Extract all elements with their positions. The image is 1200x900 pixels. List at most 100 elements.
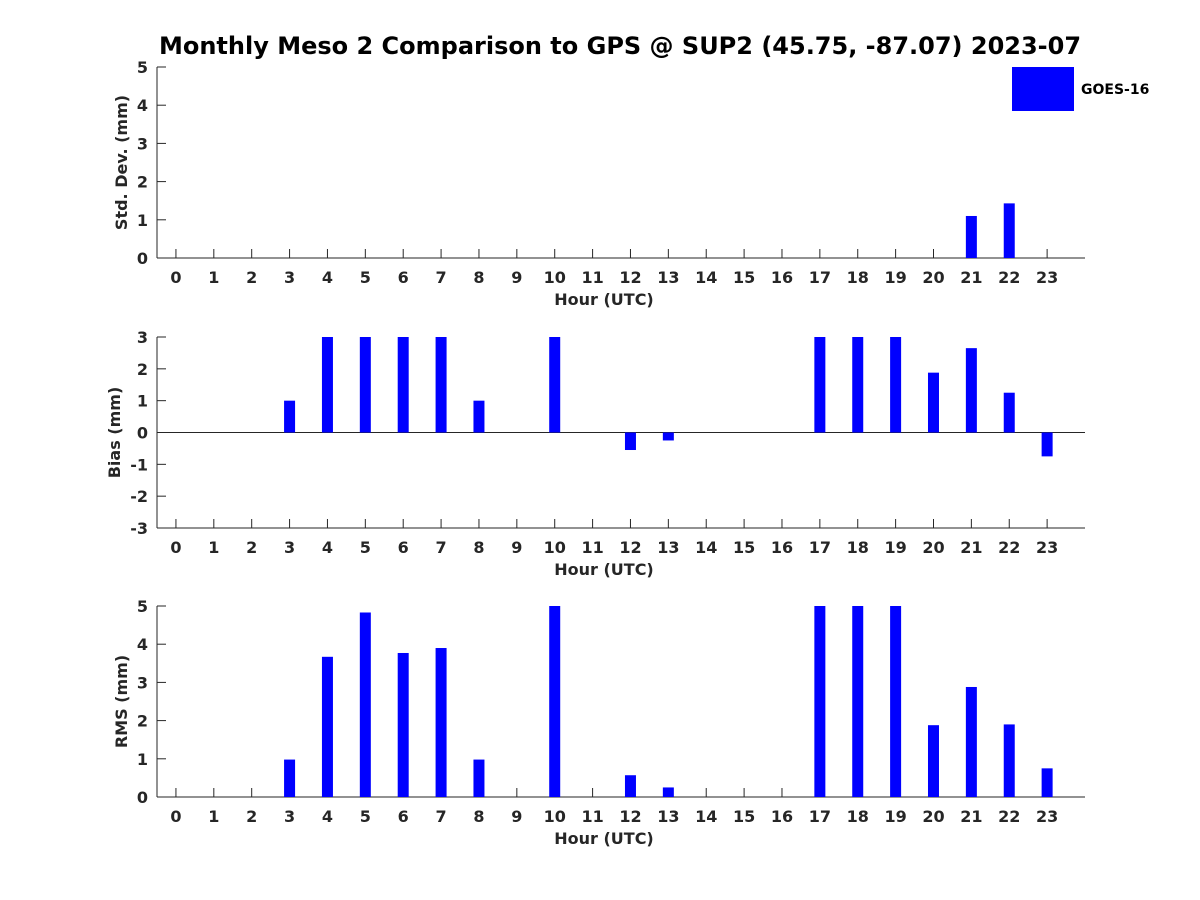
x-tick-label: 13: [657, 538, 679, 557]
y-axis-label: Std. Dev. (mm): [112, 95, 131, 230]
x-tick-label: 9: [511, 538, 522, 557]
x-tick-label: 20: [922, 807, 944, 826]
x-tick-label: 22: [998, 807, 1020, 826]
x-tick-label: 2: [246, 807, 257, 826]
bar-hour-18: [852, 606, 864, 797]
y-tick-label: 0: [137, 788, 148, 807]
bar-hour-23: [1041, 432, 1053, 457]
bar-hour-7: [435, 337, 447, 433]
x-tick-label: 14: [695, 538, 717, 557]
x-tick-label: 8: [473, 268, 484, 287]
y-tick-label: 5: [137, 597, 148, 616]
bar-hour-3: [284, 400, 296, 433]
x-tick-label: 6: [398, 807, 409, 826]
x-tick-label: 10: [544, 538, 566, 557]
y-tick-label: -2: [130, 487, 148, 506]
x-tick-label: 16: [771, 538, 793, 557]
y-axis-label: Bias (mm): [105, 387, 124, 479]
x-axis-label: Hour (UTC): [554, 290, 654, 309]
y-tick-label: 2: [137, 360, 148, 379]
x-tick-label: 5: [360, 538, 371, 557]
bar-hour-7: [435, 648, 447, 797]
x-tick-label: 4: [322, 268, 333, 287]
x-tick-label: 7: [436, 268, 447, 287]
bar-hour-8: [473, 400, 485, 433]
x-tick-label: 1: [208, 538, 219, 557]
x-tick-label: 16: [771, 268, 793, 287]
x-tick-label: 20: [922, 538, 944, 557]
bar-hour-17: [814, 337, 826, 433]
x-tick-label: 21: [960, 807, 982, 826]
bar-hour-6: [397, 337, 409, 433]
bar-hour-20: [927, 372, 939, 433]
x-tick-label: 12: [619, 807, 641, 826]
bar-hour-18: [852, 337, 864, 433]
x-tick-label: 12: [619, 538, 641, 557]
bar-hour-4: [321, 656, 333, 797]
x-tick-label: 8: [473, 807, 484, 826]
bar-hour-4: [321, 337, 333, 433]
bar-hour-13: [662, 432, 674, 441]
y-tick-label: 3: [137, 134, 148, 153]
x-tick-label: 10: [544, 807, 566, 826]
bar-hour-20: [927, 725, 939, 797]
x-tick-label: 0: [170, 807, 181, 826]
x-tick-label: 14: [695, 807, 717, 826]
x-tick-label: 23: [1036, 268, 1058, 287]
x-tick-label: 13: [657, 268, 679, 287]
x-tick-label: 19: [884, 538, 906, 557]
bar-hour-5: [359, 337, 371, 433]
x-tick-label: 17: [809, 807, 831, 826]
x-tick-label: 9: [511, 268, 522, 287]
x-tick-label: 5: [360, 268, 371, 287]
bar-hour-12: [624, 432, 636, 451]
x-tick-label: 21: [960, 268, 982, 287]
legend: GOES-16: [1012, 67, 1149, 111]
x-tick-label: 6: [398, 538, 409, 557]
x-tick-label: 8: [473, 538, 484, 557]
x-tick-label: 18: [847, 807, 869, 826]
x-tick-label: 19: [884, 268, 906, 287]
x-tick-label: 15: [733, 538, 755, 557]
x-tick-label: 17: [809, 538, 831, 557]
x-tick-label: 2: [246, 268, 257, 287]
x-tick-label: 20: [922, 268, 944, 287]
bar-hour-22: [1003, 392, 1015, 433]
y-tick-label: 2: [137, 173, 148, 192]
x-tick-label: 18: [847, 538, 869, 557]
y-tick-label: 4: [137, 96, 148, 115]
chart-title: Monthly Meso 2 Comparison to GPS @ SUP2 …: [159, 32, 1081, 60]
bar-hour-12: [624, 775, 636, 797]
bar-hour-8: [473, 759, 485, 797]
x-tick-label: 4: [322, 807, 333, 826]
y-tick-label: 1: [137, 750, 148, 769]
x-tick-label: 22: [998, 538, 1020, 557]
x-tick-label: 3: [284, 538, 295, 557]
legend-swatch: [1012, 67, 1074, 111]
x-tick-label: 3: [284, 268, 295, 287]
bar-hour-22: [1003, 724, 1015, 797]
bar-hour-19: [890, 606, 902, 797]
x-tick-label: 21: [960, 538, 982, 557]
x-tick-label: 6: [398, 268, 409, 287]
legend-label: GOES-16: [1081, 82, 1149, 98]
x-tick-label: 5: [360, 807, 371, 826]
x-tick-label: 11: [581, 538, 603, 557]
x-tick-label: 13: [657, 807, 679, 826]
x-tick-label: 12: [619, 268, 641, 287]
y-tick-label: 0: [137, 249, 148, 268]
bar-hour-6: [397, 652, 409, 797]
y-tick-label: 3: [137, 328, 148, 347]
x-tick-label: 2: [246, 538, 257, 557]
bar-hour-13: [662, 787, 674, 797]
y-tick-label: -3: [130, 519, 148, 538]
y-axis-label: RMS (mm): [112, 655, 131, 748]
y-tick-label: 1: [137, 392, 148, 411]
x-tick-label: 16: [771, 807, 793, 826]
x-tick-label: 23: [1036, 538, 1058, 557]
x-tick-label: 23: [1036, 807, 1058, 826]
bar-hour-23: [1041, 768, 1053, 797]
